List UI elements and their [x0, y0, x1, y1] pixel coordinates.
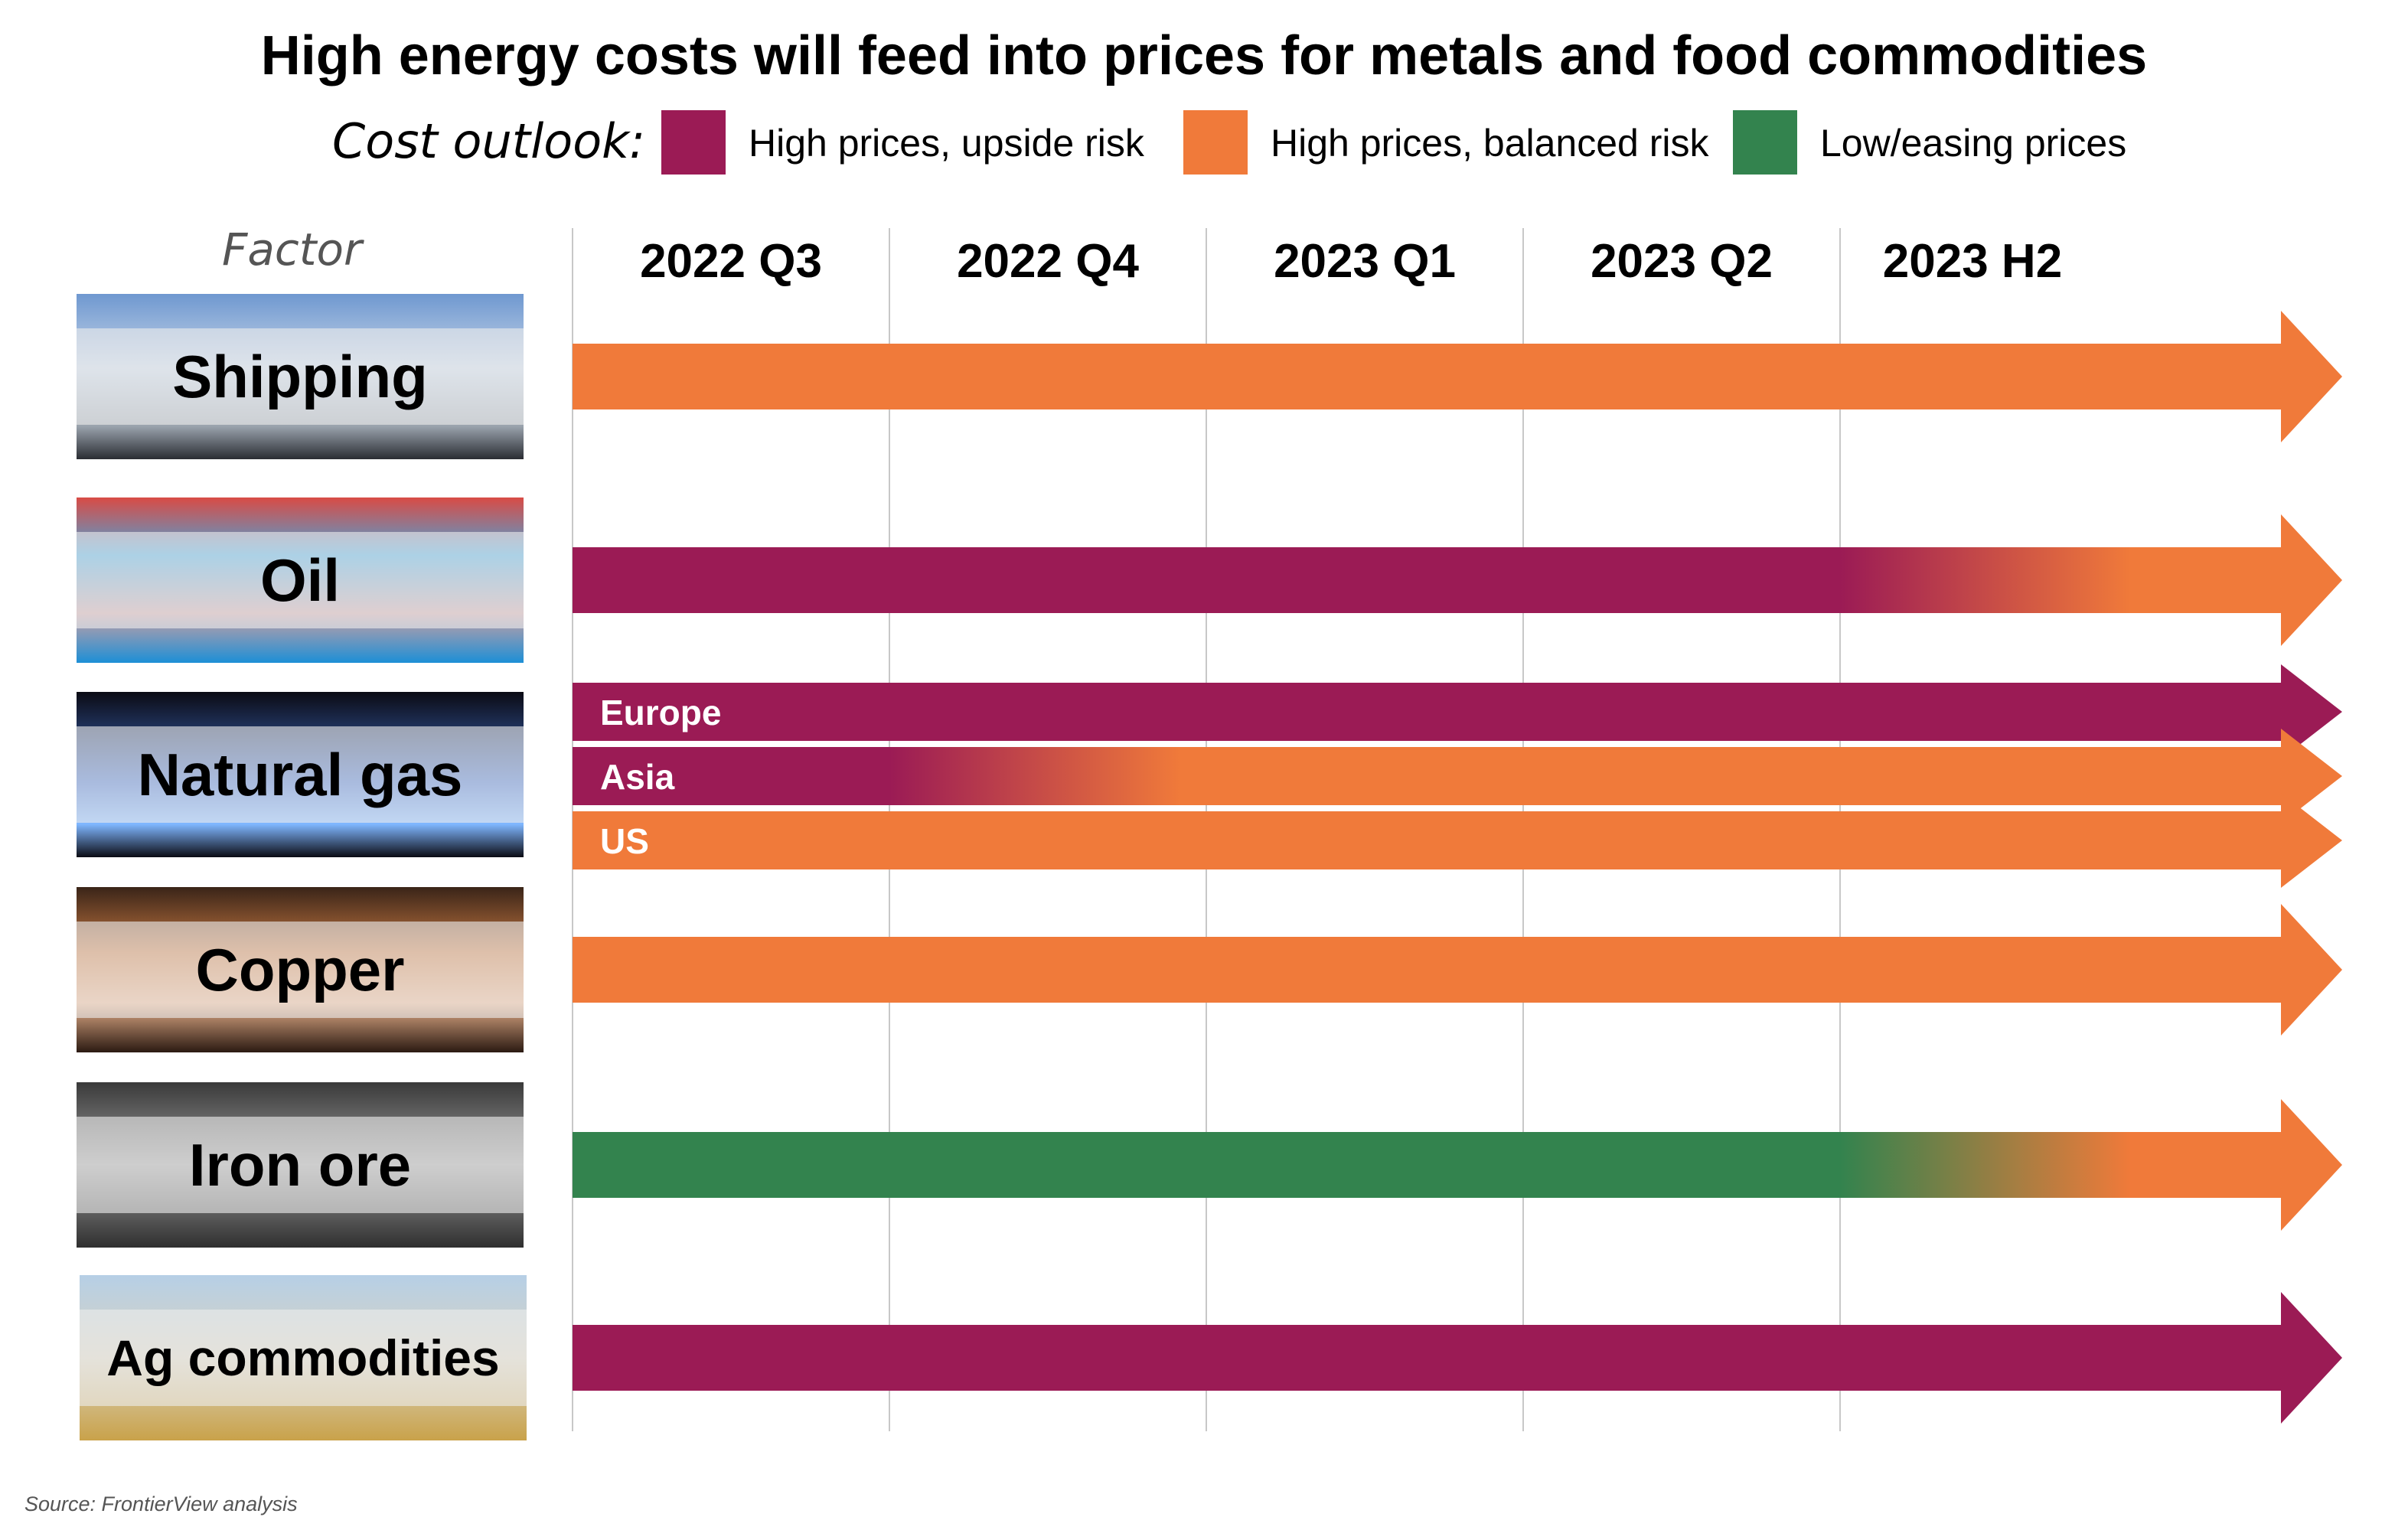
- legend-swatch-easing: [1733, 110, 1797, 175]
- outlook-bar: [573, 729, 2342, 824]
- source-note: Source: FrontierView analysis: [24, 1492, 298, 1515]
- outlook-bar: [573, 793, 2342, 888]
- legend-label-easing: Low/easing prices: [1820, 122, 2127, 165]
- factor-label-band: [77, 922, 524, 1018]
- legend: Cost outlook: High prices, upside risk H…: [0, 110, 2408, 176]
- outlook-bar: [573, 1099, 2342, 1231]
- factor-column-header: Factor: [222, 223, 362, 276]
- period-label: 2022 Q3: [640, 235, 822, 288]
- outlook-bar: [573, 514, 2342, 646]
- legend-lead: Cost outlook:: [332, 113, 645, 169]
- legend-swatch-upside: [661, 110, 726, 175]
- chart-title: High energy costs will feed into prices …: [260, 25, 2148, 86]
- factor-tiles: [77, 294, 527, 1440]
- legend-label-balanced: High prices, balanced risk: [1271, 122, 1709, 165]
- factor-label-band: [77, 1117, 524, 1213]
- factor-tile: Ag commodities: [80, 1275, 527, 1440]
- legend-swatch-balanced: [1183, 110, 1248, 175]
- bars: Europe Asia US: [573, 311, 2342, 1424]
- series-label: Asia: [600, 757, 675, 797]
- series-label: US: [600, 821, 649, 861]
- series-label: Europe: [600, 693, 721, 732]
- factor-label: Shipping: [172, 343, 428, 410]
- factor-label: Copper: [195, 936, 405, 1003]
- factor-label: Oil: [259, 546, 340, 614]
- factor-label-band: [77, 328, 524, 425]
- period-label: 2023 Q2: [1591, 235, 1773, 288]
- factor-label: Natural gas: [137, 741, 463, 808]
- factor-label-band: [77, 532, 524, 628]
- factor-tile: Iron ore: [77, 1082, 524, 1248]
- period-label: 2023 H2: [1883, 235, 2062, 288]
- factor-tile: Oil: [77, 497, 524, 663]
- factor-label-band: [80, 1310, 527, 1406]
- factor-tile: Copper: [77, 887, 524, 1052]
- factor-label-band: [77, 726, 524, 823]
- period-labels: 2022 Q3 2022 Q4 2023 Q1 2023 Q2 2023 H2: [640, 235, 2062, 288]
- factor-label: Ag commodities: [106, 1329, 500, 1386]
- outlook-bar: [573, 904, 2342, 1036]
- outlook-bar: [573, 311, 2342, 442]
- period-label: 2022 Q4: [957, 235, 1139, 288]
- factor-tile: Natural gas: [77, 692, 524, 857]
- period-label: 2023 Q1: [1274, 235, 1456, 288]
- legend-label-upside: High prices, upside risk: [749, 122, 1144, 165]
- outlook-bar: [573, 1292, 2342, 1424]
- outlook-bar: [573, 664, 2342, 759]
- factor-label: Iron ore: [188, 1131, 412, 1199]
- factor-tile: Shipping: [77, 294, 524, 459]
